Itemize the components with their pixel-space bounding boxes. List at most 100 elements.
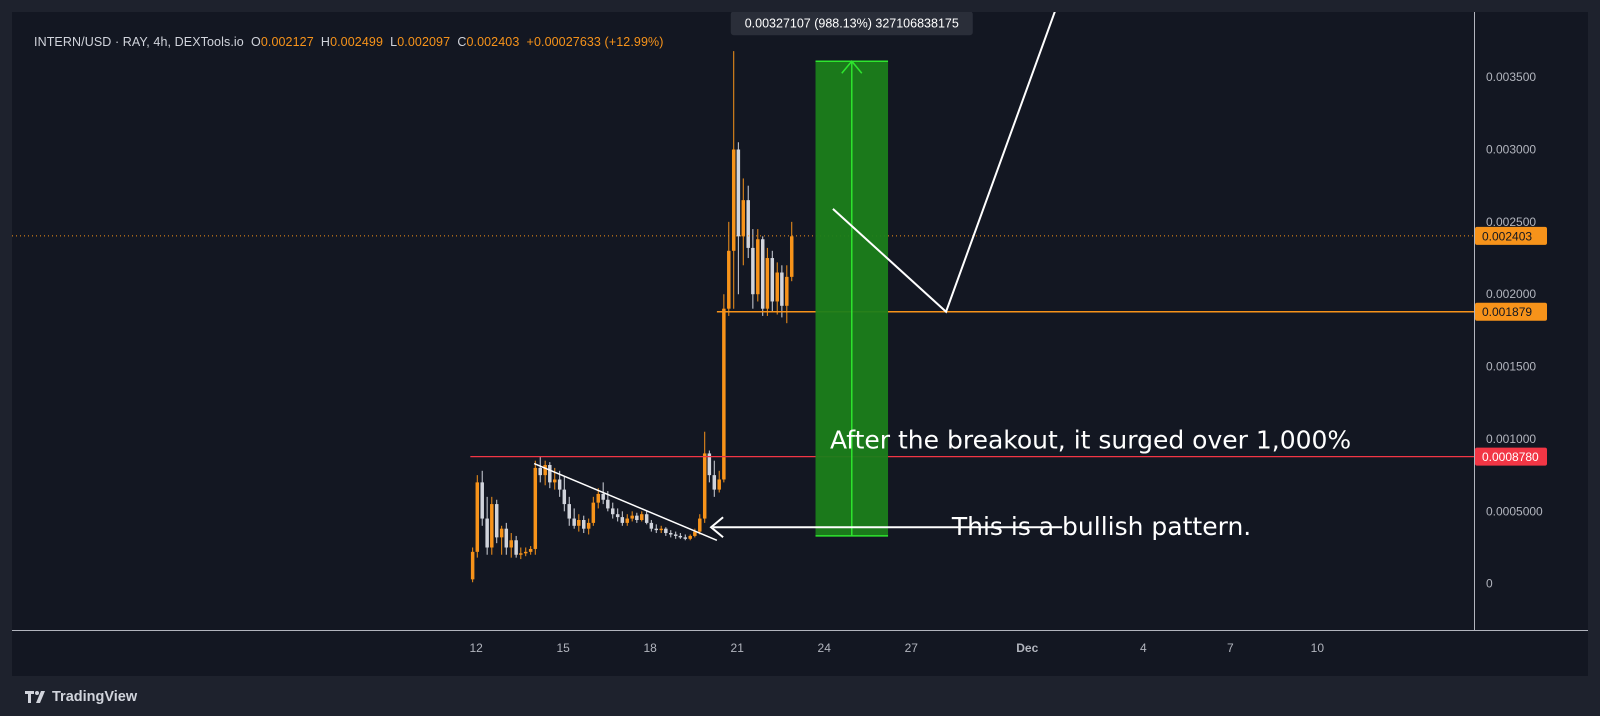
candle-body <box>620 517 625 523</box>
y-tick-label: 0.003000 <box>1486 142 1536 156</box>
candle-body <box>533 467 538 549</box>
candle-body <box>543 465 547 476</box>
candle-body <box>523 551 528 554</box>
legend-high-label: H <box>320 35 331 49</box>
x-tick-label: 10 <box>1311 641 1325 655</box>
candle-body <box>577 520 581 526</box>
candle-body <box>654 528 659 531</box>
candle-body <box>698 518 702 532</box>
y-tick-label: 0.001000 <box>1486 432 1536 446</box>
candle-body <box>499 528 504 538</box>
candle-body <box>741 200 746 237</box>
candle-body <box>591 502 596 523</box>
y-tick-label: 0.001500 <box>1486 360 1536 374</box>
candle-body <box>630 515 634 519</box>
candle-body <box>485 518 489 548</box>
legend-open-label: O <box>251 35 261 49</box>
candle-body <box>644 514 649 523</box>
price-chart[interactable]: 0.00327107 (988.13%) 327106838175 After t… <box>12 12 1588 676</box>
candle-body <box>611 508 615 515</box>
y-tick-label: 0.002000 <box>1486 287 1536 301</box>
candle-body <box>586 522 591 529</box>
support-price-tag: 0.001879 <box>1482 305 1532 319</box>
x-tick-label: 7 <box>1227 641 1234 655</box>
candle-body <box>528 548 533 552</box>
candle-body <box>635 515 639 521</box>
candle-body <box>659 528 663 531</box>
projection-path <box>832 12 1056 314</box>
measure-label-box <box>730 12 973 36</box>
candle-body <box>596 493 600 503</box>
annotation-arrow-head <box>709 516 724 539</box>
candle-body <box>669 533 673 535</box>
candle-body <box>567 504 571 519</box>
legend-high: 0.002499 <box>330 35 383 49</box>
support-price-tag-bg <box>1475 302 1547 321</box>
candle-body <box>470 551 475 580</box>
candle-body <box>751 247 755 295</box>
resistance-price-tag: 0.0008780 <box>1482 450 1539 464</box>
candle-body <box>519 553 523 555</box>
chart-frame: 0.00327107 (988.13%) 327106838175 After t… <box>12 12 1588 676</box>
candle-body <box>615 514 620 518</box>
candle-body <box>562 489 567 505</box>
candle-body <box>673 534 678 536</box>
candle-body <box>514 540 518 555</box>
tradingview-logo[interactable]: TradingView <box>24 689 137 705</box>
candle-body <box>765 258 770 309</box>
candle-body <box>707 453 712 476</box>
candle-body <box>789 236 794 277</box>
candle-body <box>727 250 731 309</box>
candle-body <box>475 482 480 552</box>
x-tick-label: 15 <box>556 641 570 655</box>
candle-body <box>480 482 484 519</box>
candle-body <box>736 149 741 237</box>
candle-body <box>552 479 557 483</box>
candle-body <box>770 258 775 302</box>
legend-low: 0.002097 <box>397 35 451 49</box>
candle-body <box>538 467 542 476</box>
candle-body <box>760 239 765 309</box>
y-tick-label: 0.003500 <box>1486 70 1536 84</box>
candle-body <box>678 535 683 538</box>
y-tick-label: 0 <box>1486 577 1493 591</box>
legend-close: 0.002403 <box>466 35 520 49</box>
candle-body <box>683 537 688 539</box>
candle-body <box>625 518 629 523</box>
annotation-text-2: This is a bullish pattern. <box>951 512 1251 541</box>
candle-body <box>717 479 721 490</box>
candle-body <box>702 453 707 519</box>
y-tick-label: 0.0005000 <box>1486 504 1543 518</box>
candle-body <box>509 540 513 548</box>
descending-trendline <box>533 462 718 541</box>
tradingview-logo-text: TradingView <box>52 689 138 705</box>
candle-body <box>712 475 717 490</box>
legend-close-label: C <box>457 35 467 49</box>
candle-body <box>649 522 654 529</box>
y-tick-label: 0.002500 <box>1486 215 1536 229</box>
candle-body <box>664 528 668 534</box>
x-tick-label: 24 <box>818 641 832 655</box>
legend-change: +0.00027633 (+12.99%) <box>526 35 664 49</box>
footer-bar: TradingView <box>12 676 1588 716</box>
x-tick-label: 12 <box>469 641 483 655</box>
candle-body <box>548 465 552 483</box>
current-price-tag: 0.002403 <box>1482 229 1532 243</box>
x-tick-label: 21 <box>731 641 745 655</box>
candle-body <box>785 276 789 306</box>
candle-body <box>731 149 736 251</box>
candle-body <box>494 504 499 538</box>
candle-body <box>601 493 605 500</box>
candle-body <box>722 308 726 480</box>
annotation-text-1: After the breakout, it surged over 1,000… <box>830 426 1351 455</box>
candle-body <box>557 479 562 490</box>
candle-body <box>780 272 784 306</box>
tradingview-logo-icon <box>25 691 45 703</box>
candle-body <box>746 200 750 248</box>
candle-body <box>640 514 644 521</box>
candle-body <box>572 518 576 526</box>
measure-arrow-head <box>841 60 863 74</box>
candle-body <box>756 239 760 295</box>
candle-body <box>504 528 509 548</box>
resistance-price-tag-bg <box>1475 447 1547 466</box>
